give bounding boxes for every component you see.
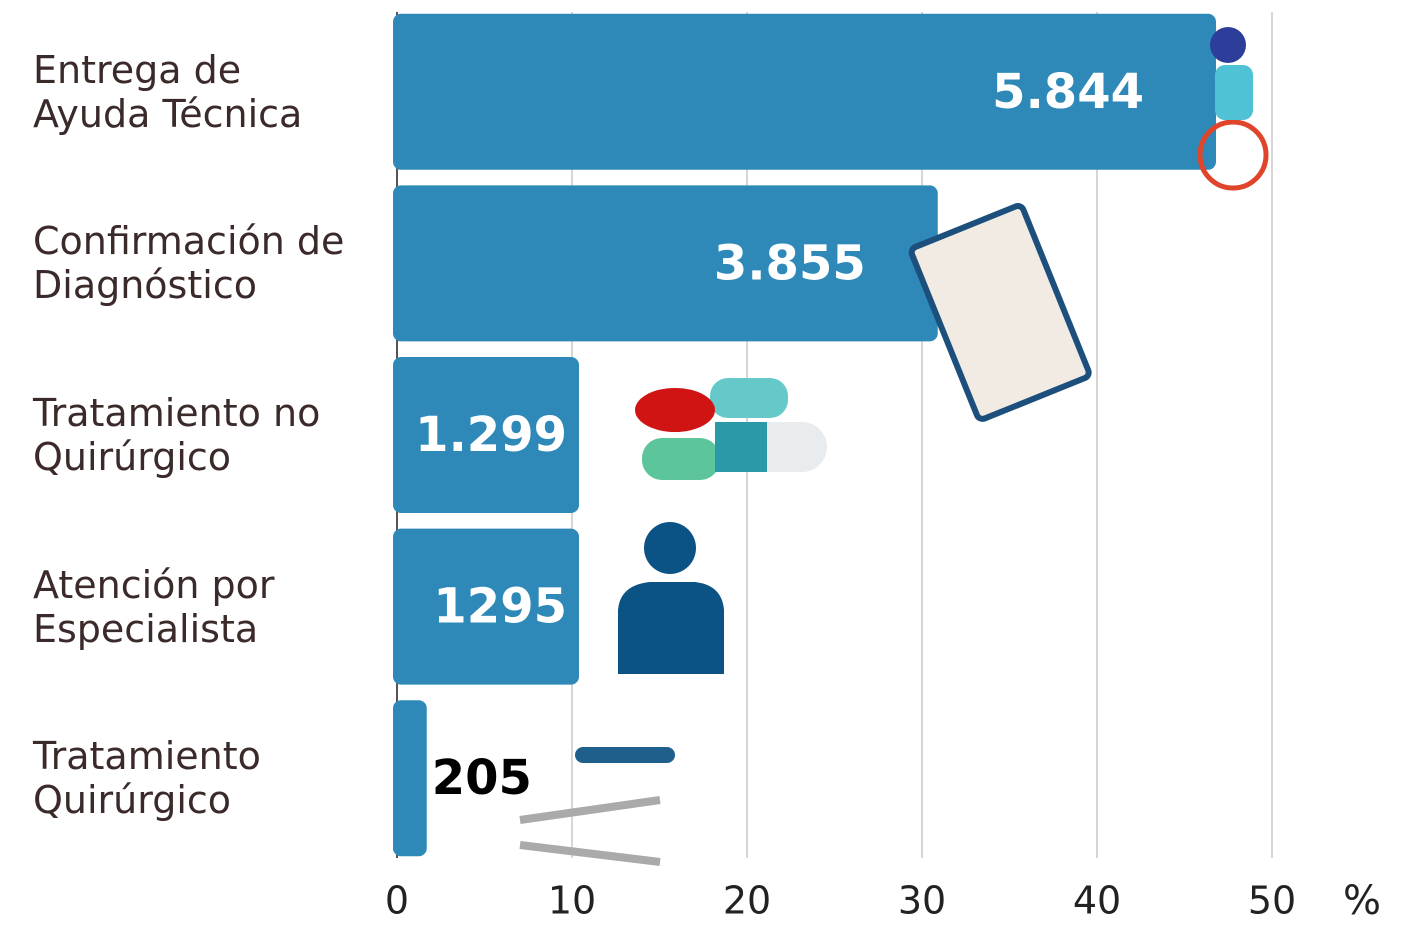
y-tick-label: Tratamiento Quirúrgico — [33, 734, 261, 823]
x-tick-label: 50 — [1248, 879, 1296, 923]
bar — [393, 528, 579, 685]
icon-person-head — [1210, 27, 1246, 63]
icon-scissors — [519, 796, 661, 824]
icon-capsule — [635, 388, 715, 432]
icon-scissors — [519, 841, 661, 866]
x-tick-label: 30 — [898, 879, 946, 923]
value-label: 1295 — [433, 579, 567, 635]
icon-person-body — [1215, 65, 1253, 120]
bar — [393, 13, 1216, 170]
y-tick-label: Entrega de Ayuda Técnica — [33, 47, 303, 136]
bar — [393, 185, 938, 342]
x-tick-label: 20 — [723, 879, 771, 923]
value-label: 3.855 — [714, 235, 866, 291]
value-label: 5.844 — [992, 64, 1144, 120]
icon-doctor-head — [644, 522, 696, 574]
value-label: 205 — [432, 750, 532, 806]
icon-pill — [710, 378, 788, 418]
icon-capsule — [715, 422, 767, 472]
icon-wheel — [1197, 119, 1269, 191]
x-tick-label: 10 — [548, 879, 596, 923]
y-tick-label: Confirmación de Diagnóstico — [33, 219, 345, 308]
x-tick-label: 40 — [1073, 879, 1121, 923]
icon-scalpel — [575, 747, 675, 763]
icon-clipboard — [908, 203, 1092, 422]
bar — [393, 357, 579, 513]
value-label: 1.299 — [415, 407, 567, 463]
y-tick-label: Tratamiento no Quirúrgico — [33, 391, 321, 479]
icons — [519, 27, 1269, 866]
icon-doctor-body — [618, 582, 724, 674]
bar — [393, 700, 427, 857]
y-tick-label: Atención por Especialista — [33, 562, 275, 651]
x-tick-label: 0 — [385, 879, 409, 923]
icon-pill — [642, 438, 720, 480]
x-axis-label: % — [1343, 878, 1381, 924]
